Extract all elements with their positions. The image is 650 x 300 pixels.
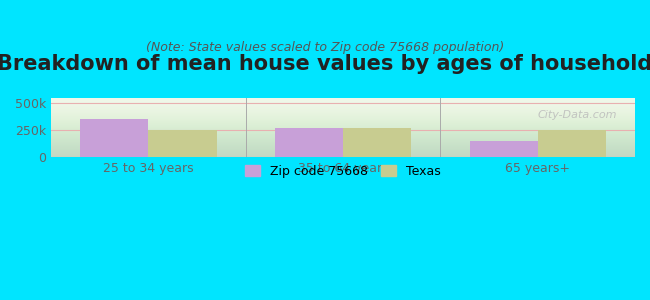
Legend: Zip code 75668, Texas: Zip code 75668, Texas (246, 165, 441, 178)
Text: (Note: State values scaled to Zip code 75668 population): (Note: State values scaled to Zip code 7… (146, 40, 504, 53)
Bar (148, 130, 216, 157)
Bar (275, 128, 343, 157)
Bar (343, 128, 411, 157)
Bar (538, 130, 606, 157)
Bar (81, 119, 148, 157)
Title: Breakdown of mean house values by ages of householders: Breakdown of mean house values by ages o… (0, 54, 650, 74)
Bar (469, 140, 538, 157)
Text: City-Data.com: City-Data.com (538, 110, 617, 120)
